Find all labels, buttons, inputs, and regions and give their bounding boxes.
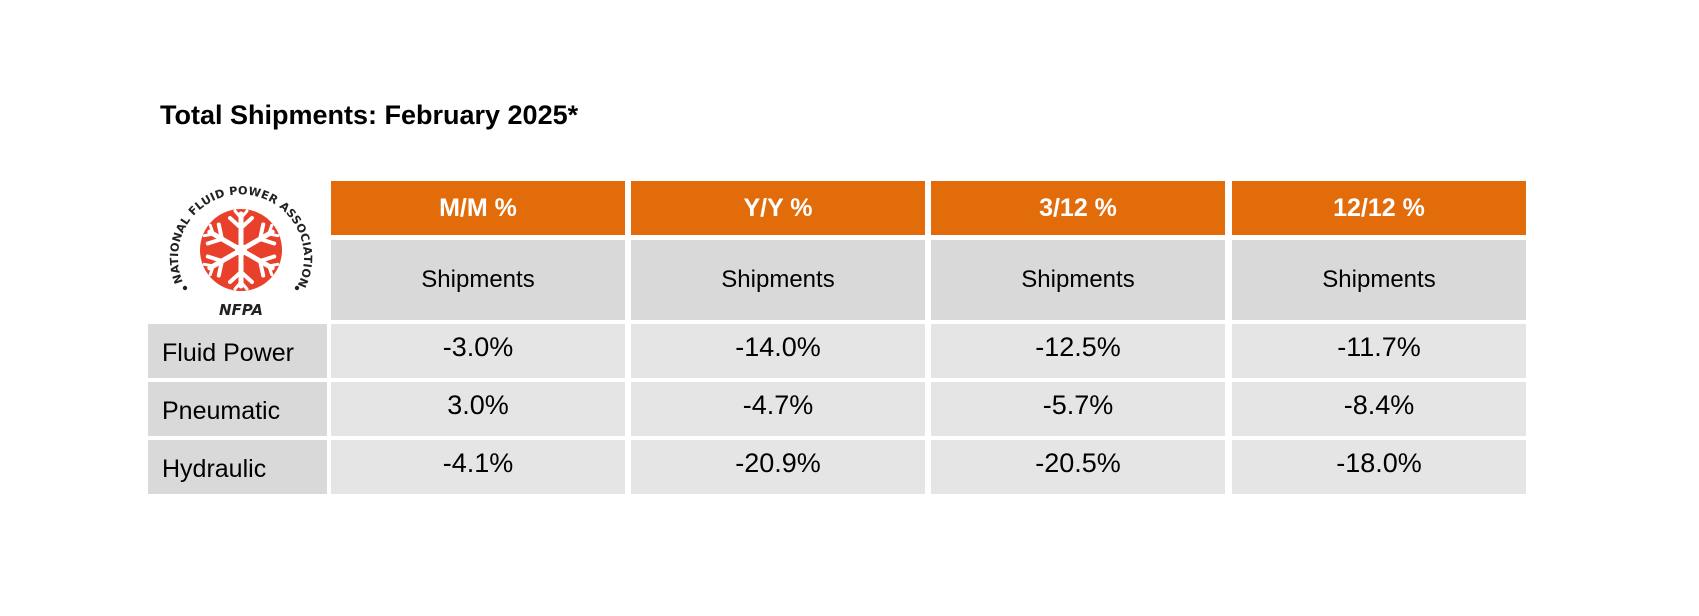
- data-cell: -4.1%: [331, 440, 625, 494]
- row-label: Fluid Power: [148, 324, 327, 378]
- data-cell: -20.5%: [931, 440, 1225, 494]
- data-cell: -18.0%: [1232, 440, 1526, 494]
- data-cell: -12.5%: [931, 324, 1225, 378]
- data-cell: -11.7%: [1232, 324, 1526, 378]
- row-label: Hydraulic: [148, 440, 327, 494]
- row-label: Pneumatic: [148, 382, 327, 436]
- data-cell: -3.0%: [331, 324, 625, 378]
- column-header: Y/Y %: [631, 181, 925, 235]
- column-header: 12/12 %: [1232, 181, 1526, 235]
- data-cell: -4.7%: [631, 382, 925, 436]
- nfpa-logo-icon: NATIONAL FLUID POWER ASSOCIATION NFPA: [168, 184, 314, 319]
- nfpa-logo: NATIONAL FLUID POWER ASSOCIATION NFPA: [163, 172, 319, 328]
- column-subheader: Shipments: [331, 240, 625, 320]
- column-subheader: Shipments: [1232, 240, 1526, 320]
- data-cell: -8.4%: [1232, 382, 1526, 436]
- page-title: Total Shipments: February 2025*: [160, 100, 579, 130]
- data-cell: -14.0%: [631, 324, 925, 378]
- column-subheader: Shipments: [631, 240, 925, 320]
- data-cell: -20.9%: [631, 440, 925, 494]
- data-cell: 3.0%: [331, 382, 625, 436]
- data-cell: -5.7%: [931, 382, 1225, 436]
- column-subheader: Shipments: [931, 240, 1225, 320]
- logo-abbr: NFPA: [219, 301, 263, 319]
- column-header: M/M %: [331, 181, 625, 235]
- column-header: 3/12 %: [931, 181, 1225, 235]
